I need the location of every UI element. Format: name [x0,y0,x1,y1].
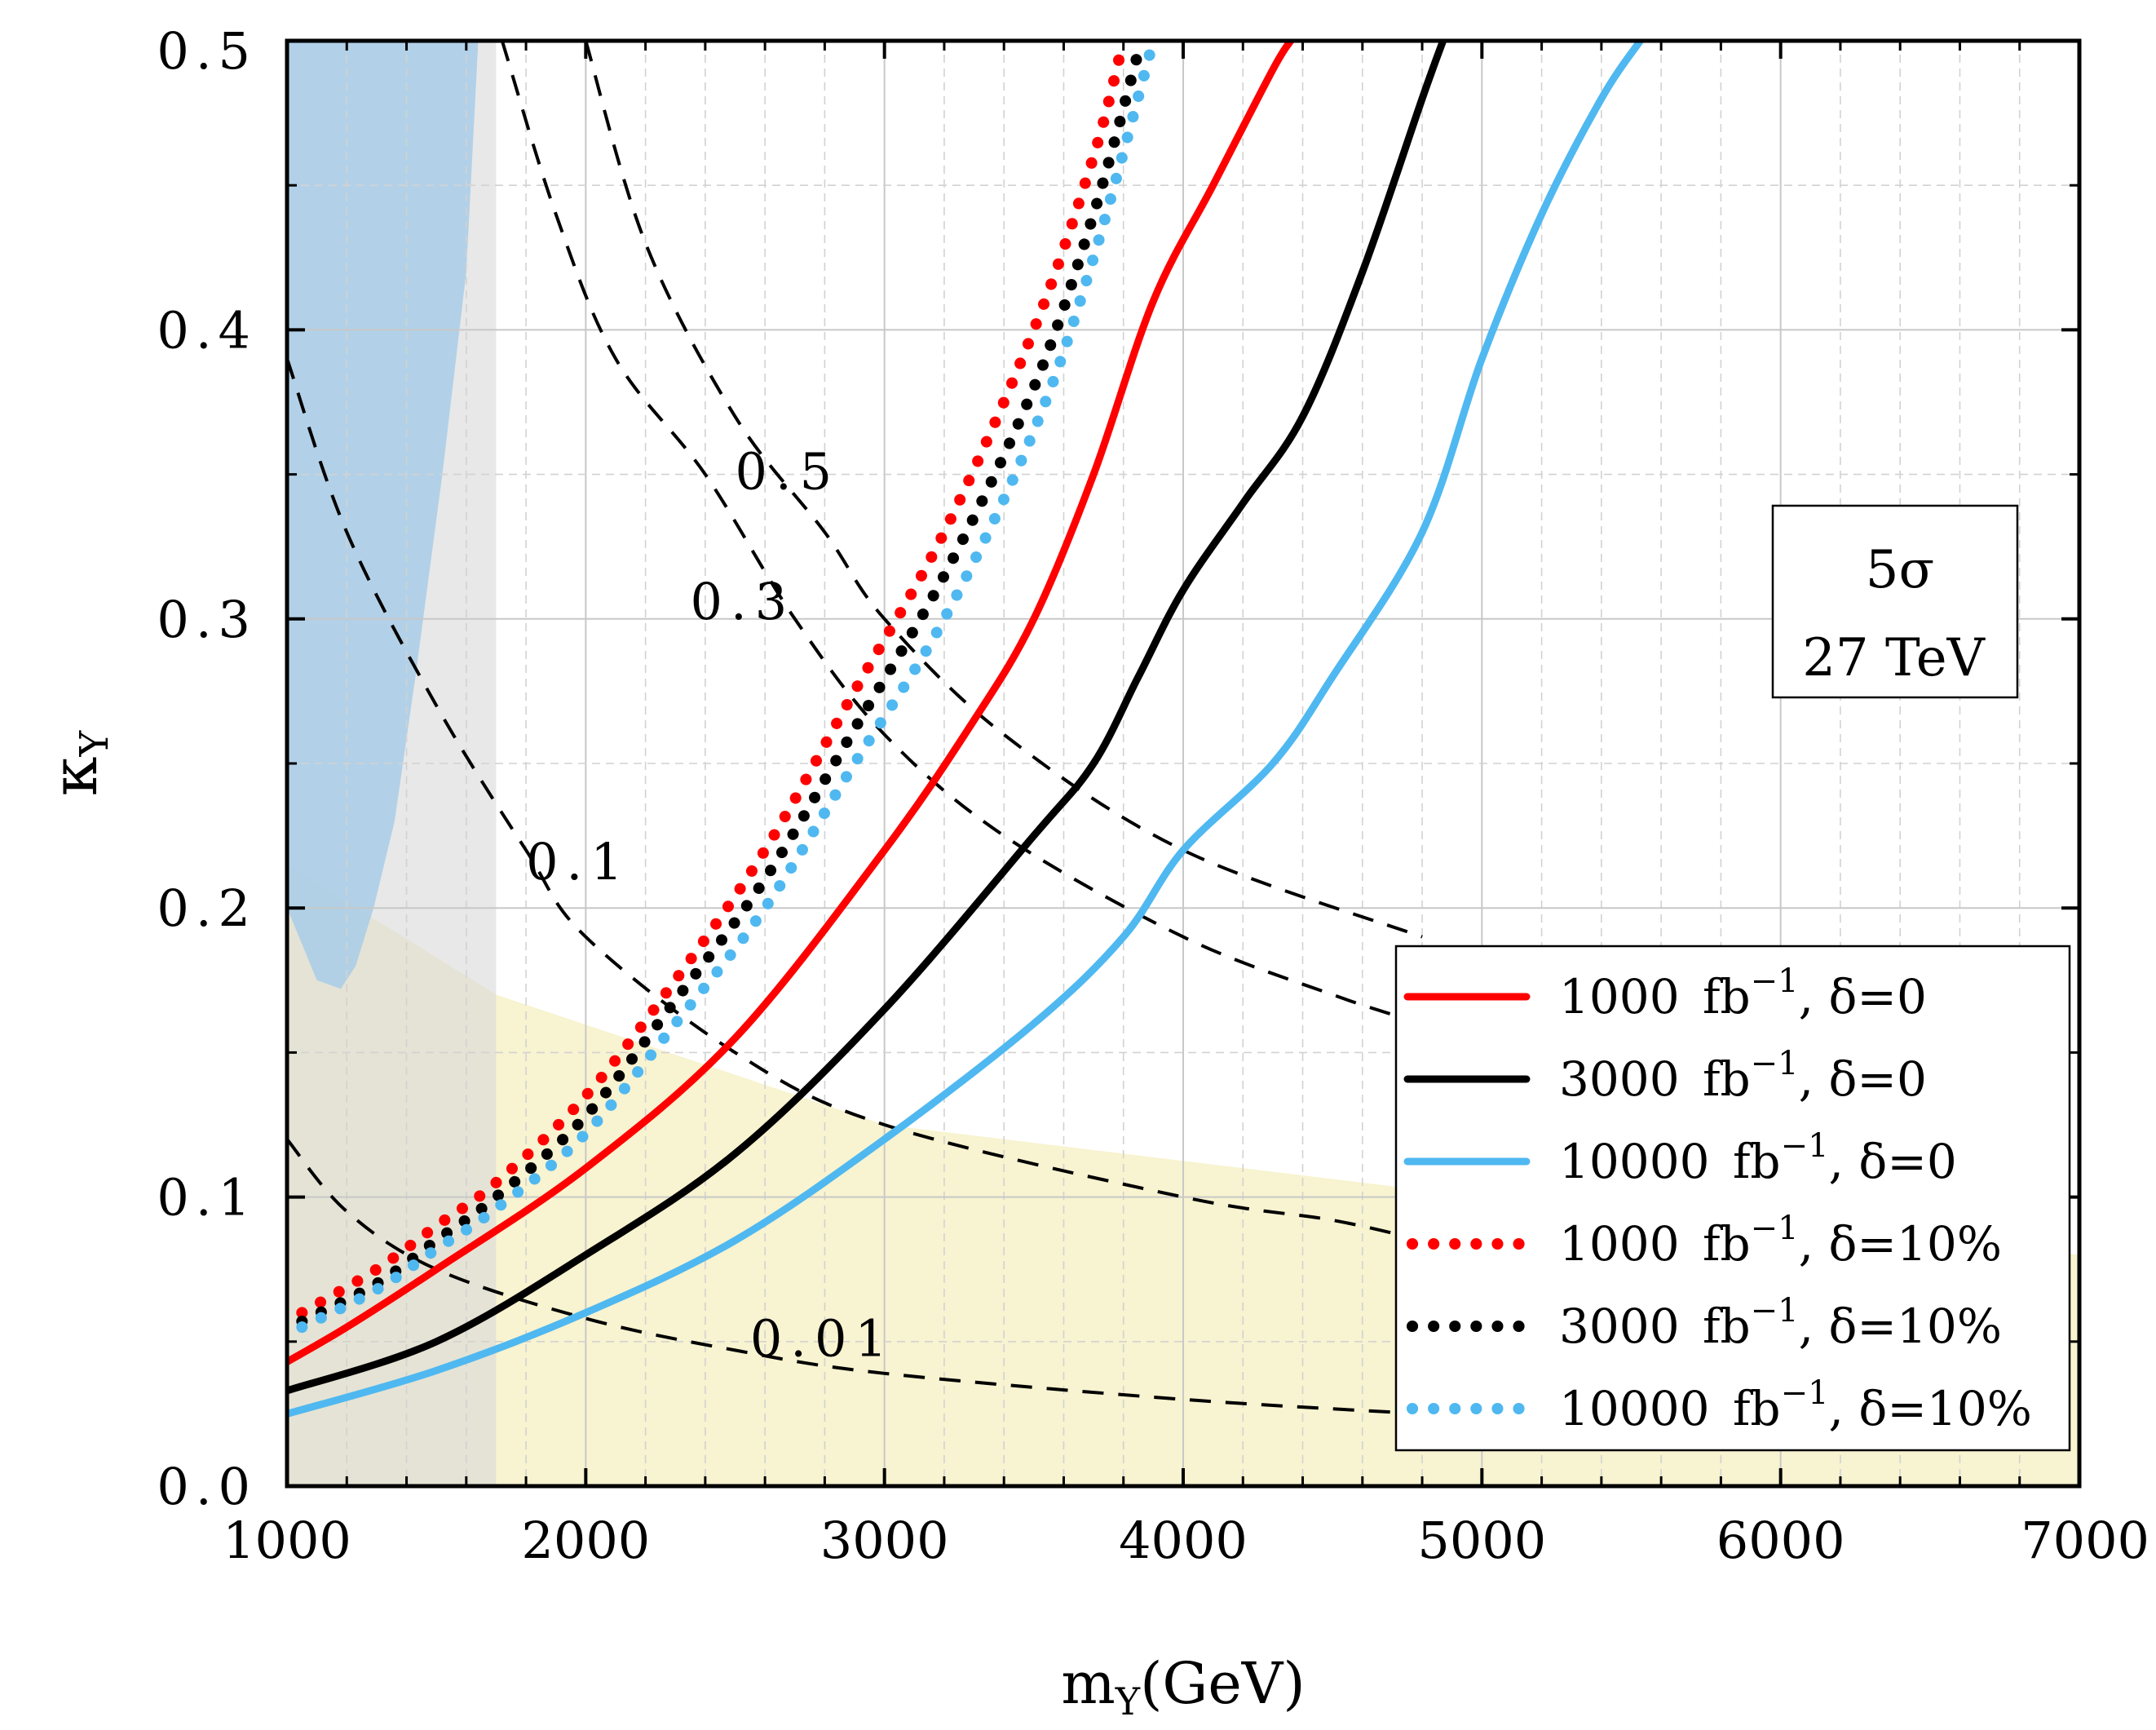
contour-line [287,1138,1423,1416]
legend: 1000 fb−1, δ=0 3000 fb−1, δ=0 10000 fb−1, … [1394,945,2071,1452]
x-tick-labels: 1000 2000 3000 4000 5000 6000 7000 [223,1511,2149,1570]
y-tick-label: 0.1 [157,1168,257,1228]
contour-line [584,41,1423,939]
series-line [287,41,1447,1395]
legend-box [1394,945,2071,1452]
x-tick-label: 7000 [2021,1511,2149,1570]
legend-label: 3000 fb−1, δ=10% [1559,1292,2002,1354]
info-box: 5σ 27 TeV [1771,504,2019,699]
significance-label: 5σ [1866,540,1934,600]
axis-ticks [285,39,2081,1488]
data-series [287,41,1644,1418]
energy-label: 27 TeV [1802,628,1986,688]
series-line [296,41,1160,1334]
contour-line [287,358,1423,1242]
legend-label: 3000 fb−1, δ=0 [1559,1045,1927,1107]
y-tick-labels: 0.0 0.1 0.2 0.3 0.4 0.5 [157,21,257,1516]
dashed-contours [287,41,1423,1416]
legend-label: 10000 fb−1, δ=10% [1559,1374,2032,1436]
x-tick-label: 4000 [1119,1511,1248,1570]
contour-label: 0.3 [691,572,796,631]
x-tick-label: 6000 [1716,1511,1845,1570]
x-tick-label: 2000 [521,1511,650,1570]
contour-line [500,41,1423,1025]
y-axis-title: κY [38,729,117,796]
y-tick-label: 0.2 [157,878,257,938]
legend-label: 1000 fb−1, δ=0 [1559,962,1927,1024]
contour-label: 0.5 [736,441,841,501]
x-tick-label: 3000 [820,1511,949,1570]
legend-label: 10000 fb−1, δ=0 [1559,1127,1957,1189]
legend-label: 1000 fb−1, δ=10% [1559,1210,2002,1272]
x-tick-label: 1000 [223,1511,351,1570]
y-tick-label: 0.4 [157,300,257,360]
series-line [296,41,1147,1327]
region-excluded-blue [287,41,479,989]
y-tick-label: 0.5 [157,21,257,81]
y-tick-label: 0.3 [157,590,257,649]
y-tick-label: 0.0 [157,1457,257,1516]
contour-labels: 0.01 0.1 0.3 0.5 [526,441,895,1369]
series-line [287,41,1295,1366]
series-line [296,41,1129,1319]
series-line [287,41,1644,1418]
x-tick-label: 5000 [1417,1511,1546,1570]
contour-label: 0.1 [526,832,631,892]
contour-label: 0.01 [750,1309,895,1369]
x-axis-title: mY(GeV) [1061,1650,1305,1723]
